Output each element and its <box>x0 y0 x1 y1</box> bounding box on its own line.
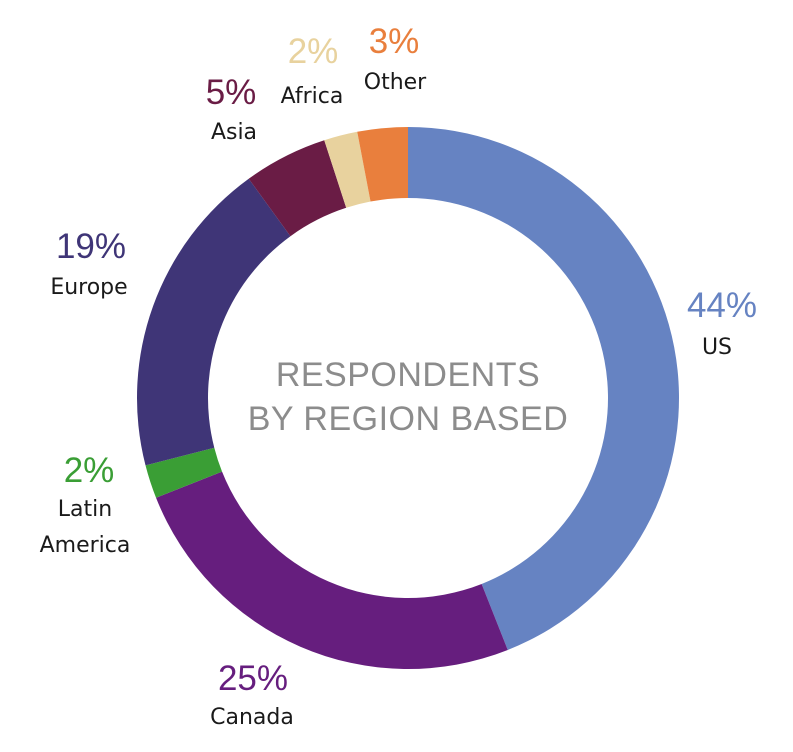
category-label-asia: Asia <box>211 120 257 145</box>
category-label-latin-america-line-2: America <box>40 533 131 558</box>
pct-label-asia: 5% <box>206 73 257 112</box>
pct-label-europe: 19% <box>56 227 126 266</box>
chart-title-line-2: BY REGION BASED <box>248 400 569 438</box>
pct-label-latin-america: 2% <box>64 451 115 490</box>
category-label-africa: Africa <box>281 84 344 109</box>
pct-label-canada: 25% <box>218 659 288 698</box>
slice-europe <box>136 178 291 466</box>
slice-canada <box>156 471 508 669</box>
donut-slices <box>136 127 680 669</box>
pct-label-us: 44% <box>687 286 757 325</box>
category-label-europe: Europe <box>50 275 127 300</box>
slice-other <box>357 127 408 202</box>
slice-latin-america <box>145 447 223 498</box>
category-label-canada: Canada <box>210 705 294 730</box>
slice-asia <box>248 140 347 237</box>
slice-us <box>408 127 680 650</box>
category-label-other: Other <box>364 70 427 95</box>
category-label-latin-america-line-1: Latin <box>58 497 112 522</box>
pct-label-other: 3% <box>369 22 420 61</box>
slice-africa <box>324 131 371 208</box>
pct-label-africa: 2% <box>288 32 339 71</box>
category-label-us: US <box>702 335 732 360</box>
slice-labels: 44% US 25% Canada 2% Latin America 19% Europe 5% A… <box>40 22 757 730</box>
chart-title-line-1: RESPONDENTS <box>276 356 540 394</box>
